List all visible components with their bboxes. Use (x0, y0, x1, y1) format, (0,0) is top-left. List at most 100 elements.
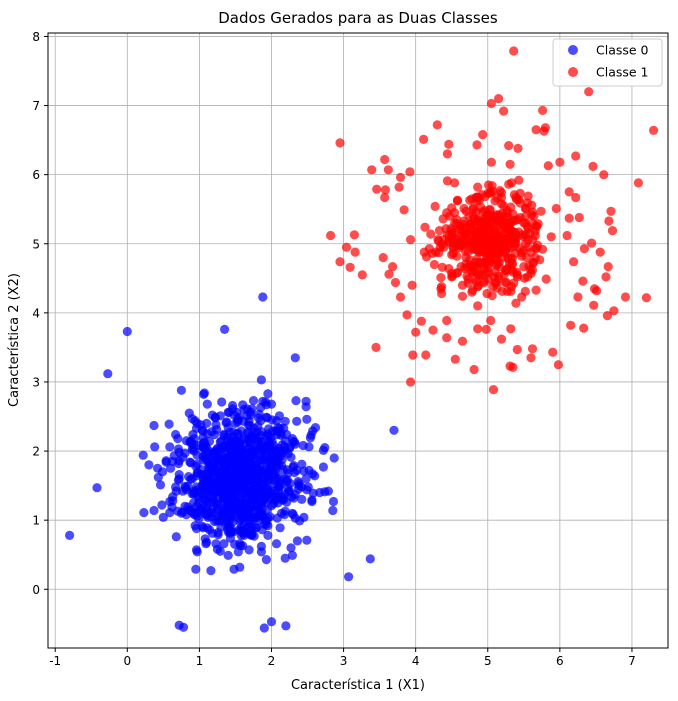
x-axis-label: Característica 1 (X1) (291, 678, 425, 693)
x-tick-label: 2 (268, 654, 276, 668)
data-point (191, 523, 202, 534)
data-point (258, 396, 268, 406)
data-point (606, 206, 616, 216)
data-point (564, 187, 574, 197)
data-point (199, 443, 209, 453)
data-point (395, 172, 406, 182)
data-point (497, 241, 507, 251)
data-point (205, 468, 215, 478)
data-point (543, 161, 553, 171)
data-point (488, 385, 499, 395)
data-point (223, 550, 233, 561)
data-point (512, 272, 522, 282)
data-point (463, 246, 473, 256)
data-point (439, 235, 449, 245)
data-point (450, 178, 460, 188)
data-point (256, 375, 266, 385)
data-point (486, 157, 496, 167)
data-point (206, 566, 216, 576)
data-point (436, 273, 446, 283)
data-point (504, 141, 514, 151)
data-point (539, 126, 549, 136)
data-point (138, 450, 148, 460)
data-point (500, 223, 510, 233)
data-point (240, 478, 250, 488)
data-point (271, 461, 282, 471)
data-point (310, 423, 321, 433)
data-point (546, 232, 556, 242)
data-point (523, 191, 533, 201)
data-point (335, 257, 345, 267)
data-point (584, 87, 594, 97)
data-point (240, 527, 250, 537)
data-point (267, 449, 277, 459)
data-point (212, 482, 222, 492)
data-point (149, 505, 159, 516)
data-point (249, 512, 259, 523)
data-point (222, 478, 232, 488)
data-point (241, 494, 251, 504)
x-axis-ticks: -1 0 1 2 3 4 5 6 7 (49, 648, 636, 668)
data-point (235, 562, 245, 572)
data-point (588, 161, 598, 171)
data-point (442, 176, 452, 186)
data-point (555, 157, 565, 167)
data-point (604, 216, 614, 226)
data-point (281, 621, 291, 631)
data-point (486, 237, 496, 247)
data-point (514, 175, 524, 185)
x-tick-label: 1 (196, 654, 204, 668)
data-point (509, 46, 519, 56)
data-point (439, 242, 449, 252)
data-point (286, 543, 296, 553)
data-point (477, 190, 487, 200)
legend-label-classe-0: Classe 0 (596, 43, 649, 58)
data-point (345, 262, 355, 272)
data-point (620, 292, 631, 302)
data-point (548, 347, 558, 357)
data-point (434, 226, 445, 236)
data-point (285, 442, 295, 452)
data-point (220, 324, 230, 334)
data-point (194, 514, 204, 524)
data-point (254, 409, 264, 419)
data-point (259, 623, 269, 633)
data-point (271, 539, 282, 549)
data-point (436, 284, 446, 294)
data-point (233, 509, 243, 519)
data-point (176, 385, 186, 395)
data-point (173, 444, 184, 454)
data-point (224, 407, 234, 417)
data-point (424, 244, 434, 254)
data-point (280, 416, 290, 426)
data-point (372, 184, 382, 194)
series-1 (326, 46, 659, 395)
data-point (499, 201, 509, 211)
data-point (305, 433, 315, 443)
data-point (310, 471, 320, 481)
data-point (599, 170, 609, 180)
data-point (407, 280, 417, 290)
data-point (507, 217, 517, 227)
data-point (371, 342, 381, 352)
data-point (531, 244, 541, 254)
data-point (233, 429, 243, 440)
data-point (482, 288, 492, 299)
data-point (390, 277, 401, 288)
data-point (494, 94, 504, 104)
data-point (437, 262, 447, 272)
data-point (456, 262, 466, 272)
grid (48, 33, 668, 648)
data-point (335, 138, 345, 148)
data-point (514, 194, 524, 205)
data-point (601, 272, 611, 282)
data-point (579, 244, 590, 254)
data-point (517, 251, 527, 261)
data-point (444, 139, 454, 149)
data-point (349, 230, 359, 240)
data-point (457, 240, 467, 250)
data-point (573, 292, 583, 302)
data-point (251, 523, 261, 533)
data-point (244, 434, 254, 444)
y-tick-label: 3 (32, 375, 40, 389)
